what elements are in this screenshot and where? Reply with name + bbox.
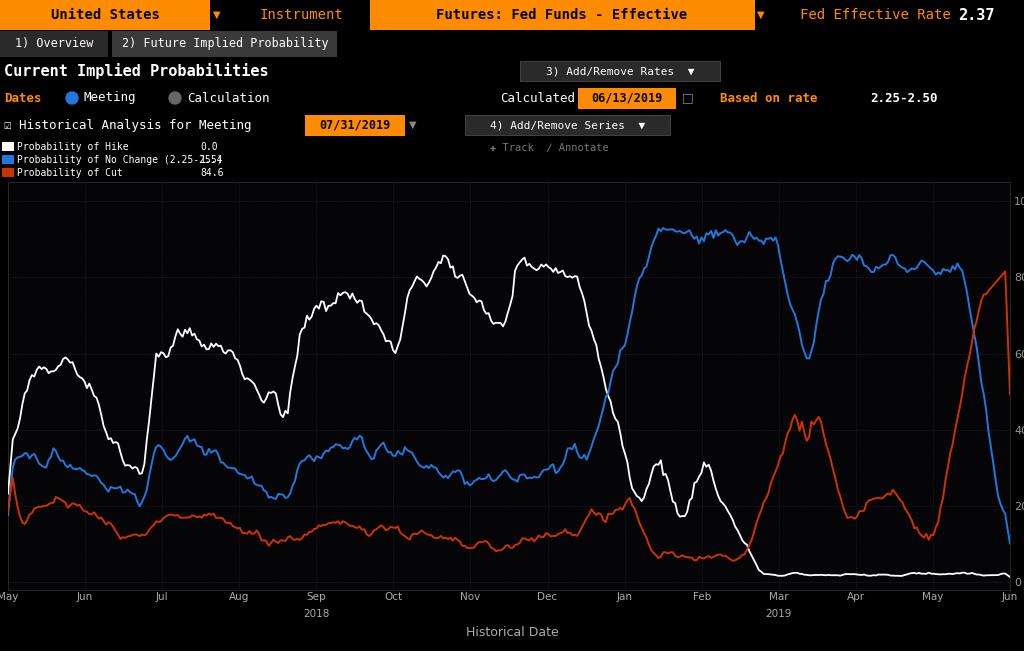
Bar: [520, 61, 720, 81]
Bar: [2, 142, 14, 151]
Bar: [112, 31, 337, 57]
Text: ▼: ▼: [409, 120, 417, 130]
Text: Mar: Mar: [769, 592, 788, 602]
Text: 15.4: 15.4: [200, 155, 223, 165]
Text: Dec: Dec: [538, 592, 558, 602]
Text: 84.6: 84.6: [200, 168, 223, 178]
Text: Dates: Dates: [4, 92, 42, 105]
Text: Jul: Jul: [156, 592, 169, 602]
Text: 2.25-2.50: 2.25-2.50: [870, 92, 938, 105]
Text: Apr: Apr: [847, 592, 865, 602]
Text: 3) Add/Remove Rates  ▼: 3) Add/Remove Rates ▼: [546, 66, 694, 76]
Text: □: □: [682, 92, 693, 105]
Text: Sep: Sep: [306, 592, 326, 602]
Text: 07/31/2019: 07/31/2019: [319, 118, 390, 132]
Bar: [370, 0, 755, 30]
Text: Probability of Cut: Probability of Cut: [17, 168, 123, 178]
Text: 2.37: 2.37: [958, 8, 995, 23]
Bar: [465, 115, 670, 135]
Bar: [2, 155, 14, 164]
Text: 1) Overview: 1) Overview: [14, 38, 93, 51]
Text: 2019: 2019: [766, 609, 792, 619]
Circle shape: [169, 92, 181, 104]
Text: Current Implied Probabilities: Current Implied Probabilities: [4, 63, 268, 79]
Text: Jan: Jan: [616, 592, 633, 602]
Text: Jun: Jun: [1001, 592, 1018, 602]
Bar: [0, 31, 108, 57]
Text: ☑ Historical Analysis for Meeting: ☑ Historical Analysis for Meeting: [4, 118, 252, 132]
Bar: [305, 115, 406, 136]
Text: United States: United States: [50, 8, 160, 22]
Text: Meeting: Meeting: [84, 92, 136, 105]
Text: Nov: Nov: [461, 592, 480, 602]
Text: Calculation: Calculation: [187, 92, 269, 105]
Text: Historical Date: Historical Date: [466, 626, 558, 639]
Text: Probability of Hike: Probability of Hike: [17, 142, 129, 152]
Text: May: May: [923, 592, 943, 602]
Text: Feb: Feb: [692, 592, 711, 602]
Text: 2018: 2018: [303, 609, 330, 619]
Text: 0.0: 0.0: [200, 142, 218, 152]
Bar: [0, 0, 210, 30]
Bar: [578, 88, 676, 109]
Circle shape: [66, 92, 78, 104]
Text: Instrument: Instrument: [260, 8, 344, 22]
Text: ▼: ▼: [213, 10, 220, 20]
Text: Fed Effective Rate: Fed Effective Rate: [800, 8, 950, 22]
Bar: [2, 168, 14, 177]
Text: ▼: ▼: [757, 10, 765, 20]
Text: 2) Future Implied Probability: 2) Future Implied Probability: [122, 38, 329, 51]
Text: Aug: Aug: [229, 592, 250, 602]
Text: Futures: Fed Funds - Effective: Futures: Fed Funds - Effective: [436, 8, 688, 22]
Text: Calculated: Calculated: [500, 92, 575, 105]
Text: Jun: Jun: [77, 592, 93, 602]
Text: Based on rate: Based on rate: [720, 92, 817, 105]
Text: Oct: Oct: [384, 592, 402, 602]
Text: ✚ Track  ∕ Annotate: ✚ Track ∕ Annotate: [490, 142, 608, 152]
Text: 06/13/2019: 06/13/2019: [592, 92, 663, 105]
Text: May: May: [0, 592, 18, 602]
Text: Probability of No Change (2.25-2.5): Probability of No Change (2.25-2.5): [17, 155, 222, 165]
Text: 4) Add/Remove Series  ▼: 4) Add/Remove Series ▼: [490, 120, 645, 130]
